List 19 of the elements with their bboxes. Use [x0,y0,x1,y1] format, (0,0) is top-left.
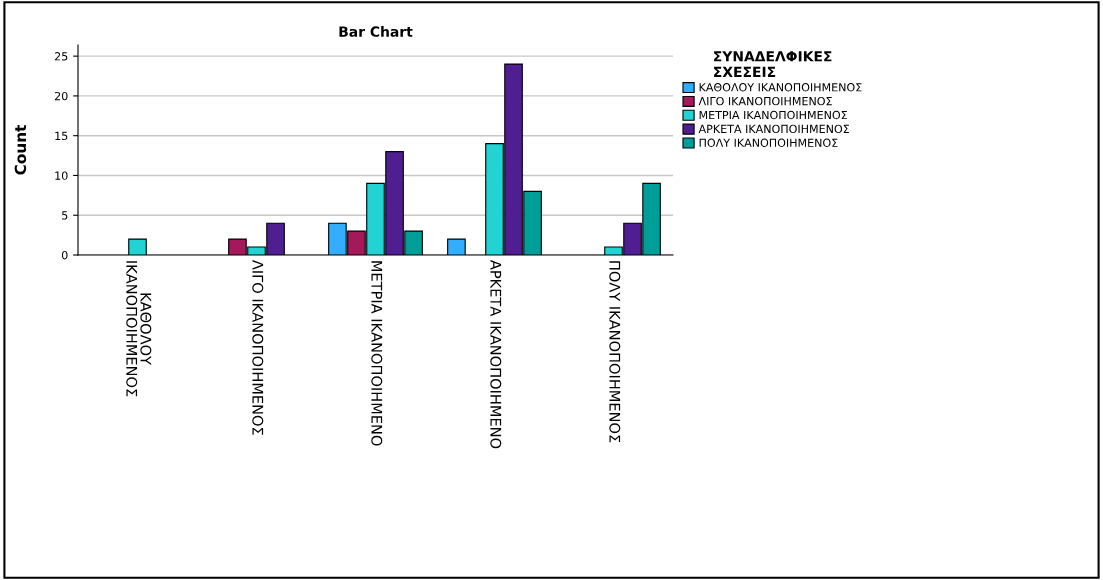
x-tick-label: ΜΕΤΡΙΑ ΙΚΑΝΟΠΟΙΗΜΕΝΟ [371,261,383,446]
legend-label: ΚΑΘΟΛΟΥ ΙΚΑΝΟΠΟΙΗΜΕΝΟΣ [699,83,862,92]
x-tick-label: ΛΙΓΟ ΙΚΑΝΟΠΟΙΗΜΕΝΟΣ [252,259,264,435]
y-tick-label: 0 [61,250,68,260]
y-tick-label: 20 [54,91,68,101]
y-axis-title: Count [14,124,27,175]
legend-label: ΠΟΛΥ ΙΚΑΝΟΠΟΙΗΜΕΝΟΣ [699,138,838,147]
chart-title: Bar Chart [339,26,413,37]
y-tick-label: 25 [54,52,68,61]
y-tick-label: 5 [62,211,68,220]
x-tick-label: ΑΡΚΕΤΑ ΙΚΑΝΟΠΟΙΗΜΕΝΟ [490,259,502,449]
legend-label: ΑΡΚΕΤΑ ΙΚΑΝΟΠΟΙΗΜΕΝΟΣ [698,124,850,134]
x-tick-label: ΚΑΘΟΛΟΥ ΙΚΑΝΟΠΟΙΗΜΕΝΟΣ [126,261,152,397]
x-tick-label: ΠΟΛΥ ΙΚΑΝΟΠΟΙΗΜΕΝΟΣ [609,261,621,443]
legend-label: ΛΙΓΟ ΙΚΑΝΟΠΟΙΗΜΕΝΟΣ [698,96,832,106]
legend-label: ΜΕΤΡΙΑ ΙΚΑΝΟΠΟΙΗΜΕΝΟΣ [699,110,847,120]
legend-title: ΣΥΝΑΔΕΛΦΙΚΕΣ ΣΧΕΣΕΙΣ [714,51,832,77]
y-tick-label: 15 [55,131,68,141]
y-tick-label: 10 [55,171,68,180]
